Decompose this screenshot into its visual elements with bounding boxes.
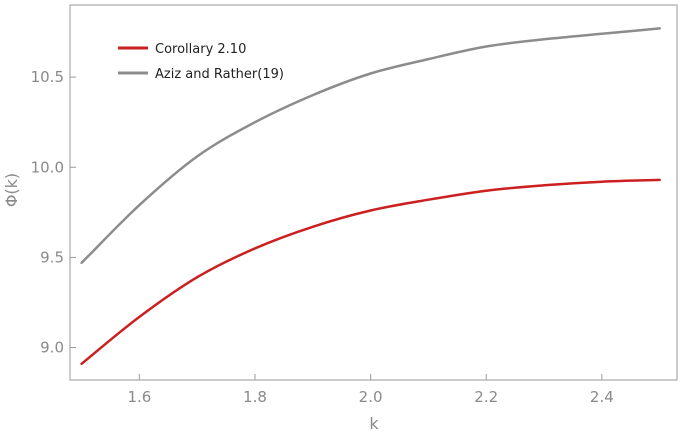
series-line-1 bbox=[80, 27, 661, 265]
x-tick-label-2: 2.0 bbox=[359, 388, 383, 406]
series-lines bbox=[80, 27, 661, 366]
legend-label-0: Corollary 2.10 bbox=[155, 42, 246, 57]
x-tick-label-1: 1.8 bbox=[243, 388, 267, 406]
x-tick-label-4: 2.4 bbox=[590, 388, 614, 406]
y-tick-label-0: 9.0 bbox=[40, 339, 64, 357]
legend: Corollary 2.10 Aziz and Rather(19) bbox=[118, 42, 284, 82]
y-tick-label-3: 10.5 bbox=[31, 68, 64, 86]
y-axis-label: Φ(k) bbox=[2, 173, 21, 207]
y-tick-label-2: 10.0 bbox=[31, 158, 64, 176]
legend-label-1: Aziz and Rather(19) bbox=[155, 67, 284, 82]
series-line-0 bbox=[80, 178, 661, 366]
plot-border bbox=[69, 4, 678, 381]
y-tick-label-1: 9.5 bbox=[40, 248, 64, 266]
x-tick-label-3: 2.2 bbox=[474, 388, 498, 406]
x-tick-label-0: 1.6 bbox=[127, 388, 151, 406]
plot-frame bbox=[69, 4, 678, 381]
x-axis-label: k bbox=[369, 414, 379, 433]
axis-ticks: 1.6 1.8 2.0 2.2 2.4 9.0 9.5 10.0 10.5 bbox=[31, 68, 614, 406]
